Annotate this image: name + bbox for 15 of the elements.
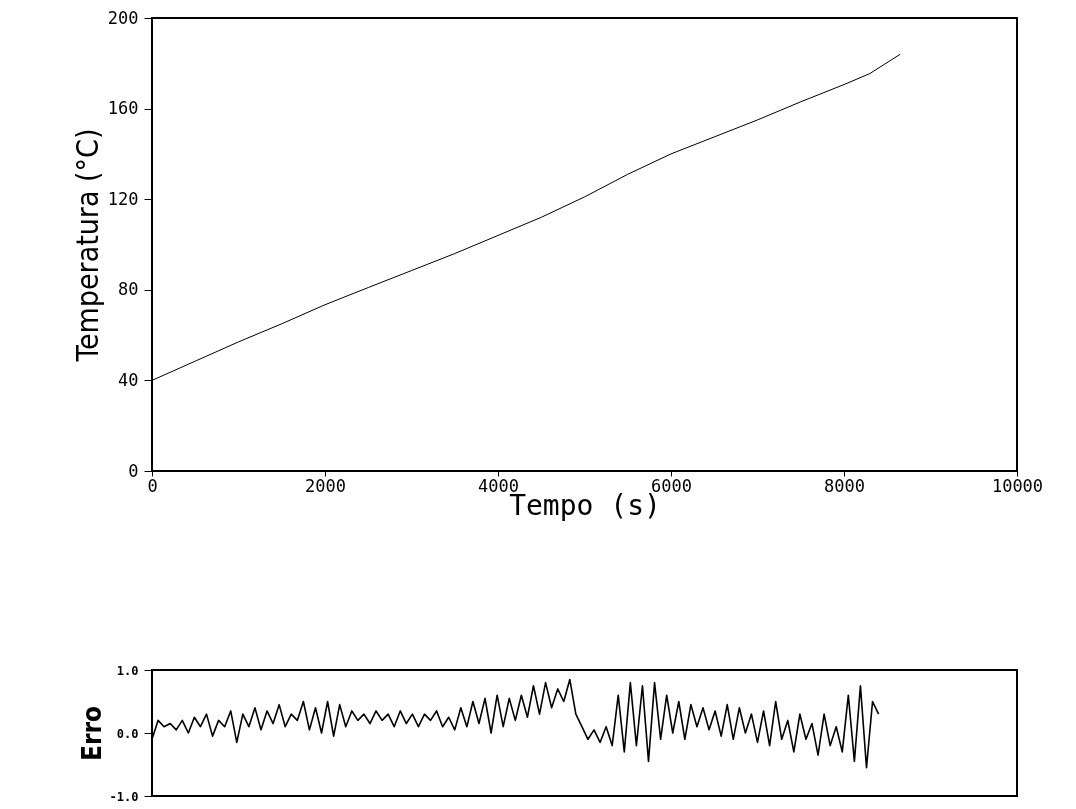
y-axis-title: Temperatura (°C) — [69, 128, 105, 363]
y-tick-label: 200 — [107, 7, 139, 28]
x-tick-label: 2000 — [305, 475, 346, 496]
x-tick-label: 10000 — [991, 475, 1044, 496]
x-tick-label: 8000 — [824, 475, 865, 496]
y-tick-label: 80 — [118, 279, 139, 300]
y-axis-title: Erro — [76, 705, 107, 762]
x-tick-label: 0 — [147, 475, 158, 496]
y-tick-label: 1.0 — [116, 663, 139, 678]
y-tick-label: 40 — [118, 369, 139, 390]
y-tick-label: -1.0 — [109, 789, 139, 804]
y-tick-label: 0 — [128, 460, 139, 481]
y-tick-label: 120 — [107, 188, 139, 209]
y-tick-label: 160 — [107, 98, 139, 119]
y-tick-label: 0.0 — [116, 726, 139, 741]
